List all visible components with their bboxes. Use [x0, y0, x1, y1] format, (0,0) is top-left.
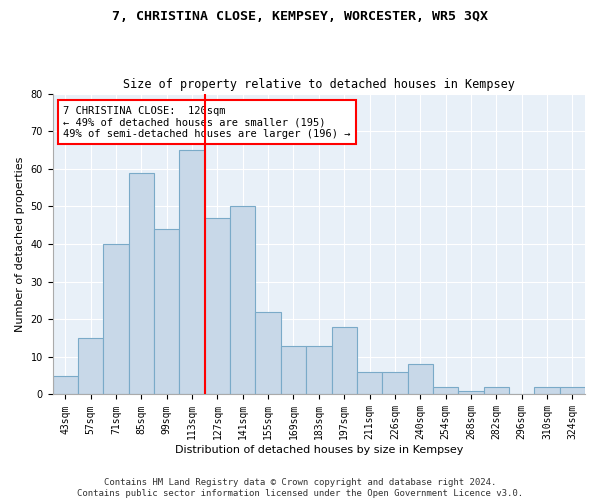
- Bar: [154, 229, 179, 394]
- Bar: [458, 390, 484, 394]
- Bar: [407, 364, 433, 394]
- Bar: [357, 372, 382, 394]
- Bar: [129, 172, 154, 394]
- Bar: [382, 372, 407, 394]
- Y-axis label: Number of detached properties: Number of detached properties: [15, 156, 25, 332]
- Bar: [560, 387, 585, 394]
- Bar: [53, 376, 78, 394]
- Bar: [433, 387, 458, 394]
- X-axis label: Distribution of detached houses by size in Kempsey: Distribution of detached houses by size …: [175, 445, 463, 455]
- Bar: [306, 346, 332, 395]
- Bar: [535, 387, 560, 394]
- Bar: [256, 312, 281, 394]
- Bar: [205, 218, 230, 394]
- Bar: [281, 346, 306, 395]
- Text: 7, CHRISTINA CLOSE, KEMPSEY, WORCESTER, WR5 3QX: 7, CHRISTINA CLOSE, KEMPSEY, WORCESTER, …: [112, 10, 488, 23]
- Text: 7 CHRISTINA CLOSE:  120sqm
← 49% of detached houses are smaller (195)
49% of sem: 7 CHRISTINA CLOSE: 120sqm ← 49% of detac…: [63, 106, 351, 139]
- Title: Size of property relative to detached houses in Kempsey: Size of property relative to detached ho…: [123, 78, 515, 91]
- Bar: [230, 206, 256, 394]
- Bar: [78, 338, 103, 394]
- Bar: [484, 387, 509, 394]
- Bar: [179, 150, 205, 394]
- Text: Contains HM Land Registry data © Crown copyright and database right 2024.
Contai: Contains HM Land Registry data © Crown c…: [77, 478, 523, 498]
- Bar: [332, 327, 357, 394]
- Bar: [103, 244, 129, 394]
